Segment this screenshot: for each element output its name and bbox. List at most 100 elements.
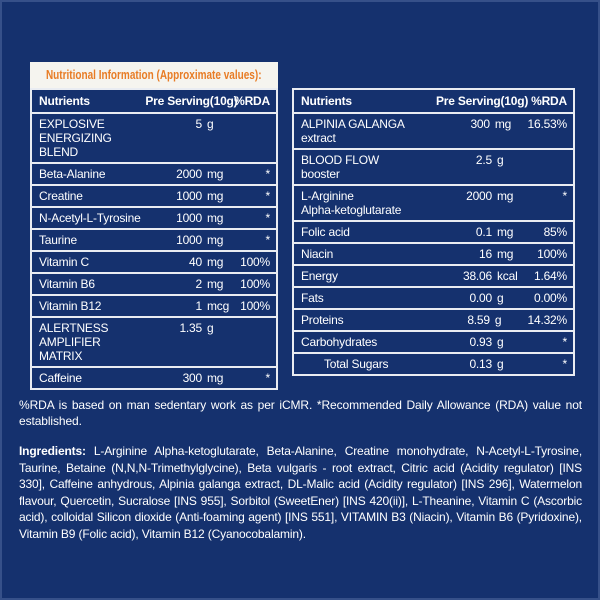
nutrient-unit: g — [207, 117, 214, 131]
nutrient-unit: g — [497, 335, 504, 349]
table-row: ALERTNESS AMPLIFIER MATRIX 1.35 g — [32, 316, 276, 366]
nutrient-unit: mg — [207, 277, 224, 291]
nutrient-amount: 2000 — [466, 189, 492, 203]
nutrient-unit: kcal — [497, 269, 518, 283]
rda-footnote: %RDA is based on man sedentary work as p… — [19, 398, 582, 428]
table-row: Caffeine 300 mg * — [32, 366, 276, 388]
nutrients-table-right: Nutrients Pre Serving(10g) %RDA ALPINIA GAL… — [292, 88, 575, 376]
header-nutrients: Nutrients — [39, 94, 90, 108]
nutrient-name: BLOOD FLOW booster — [301, 153, 380, 181]
table-row: Vitamin B6 2 mg 100% — [32, 272, 276, 294]
header-nutrients: Nutrients — [301, 94, 352, 108]
nutrient-unit: mg — [207, 189, 224, 203]
nutrient-name: EXPLOSIVE ENERGIZING BLEND — [39, 117, 112, 159]
header-rda: %RDA — [531, 94, 567, 108]
nutrient-name: Energy — [301, 269, 338, 283]
nutrient-unit: g — [497, 291, 504, 305]
nutrients-table-left: Nutrients Pre Serving(10g) %RDA EXPLOSIVE E… — [30, 88, 278, 390]
nutrient-amount: 0.93 — [469, 335, 492, 349]
nutrient-rda: 100% — [537, 247, 567, 261]
nutrient-rda: * — [562, 357, 568, 371]
table-row: ALPINIA GALANGA extract 300 mg 16.53% — [294, 112, 573, 148]
nutrient-unit: mg — [207, 371, 224, 385]
nutrient-name: Vitamin C — [39, 255, 89, 269]
table-row: Beta-Alanine 2000 mg * — [32, 162, 276, 184]
nutrient-amount: 8.59 — [467, 313, 490, 327]
nutrient-name: N-Acetyl-L-Tyrosine — [39, 211, 141, 225]
nutrient-rda: 100% — [240, 255, 270, 269]
nutrient-amount: 2.5 — [475, 153, 492, 167]
nutrient-name: Fats — [301, 291, 324, 305]
nutrient-amount: 40 — [189, 255, 202, 269]
nutrient-unit: mg — [207, 233, 224, 247]
table-row: N-Acetyl-L-Tyrosine 1000 mg * — [32, 206, 276, 228]
nutrient-unit: mcg — [207, 299, 230, 313]
nutrient-rda: * — [265, 189, 271, 203]
nutrient-unit: mg — [207, 167, 224, 181]
nutrient-amount: 5 — [195, 117, 203, 131]
table-row: L-Arginine Alpha-ketoglutarate 2000 mg * — [294, 184, 573, 220]
nutrient-rda: * — [562, 335, 568, 349]
nutrient-name: Folic acid — [301, 225, 350, 239]
ingredients-paragraph: Ingredients: L-Arginine Alpha-ketoglutar… — [19, 443, 582, 543]
nutrient-name: Proteins — [301, 313, 344, 327]
nutrient-name: Vitamin B12 — [39, 299, 102, 313]
nutrient-unit: mg — [497, 247, 514, 261]
nutrient-amount: 2000 — [176, 167, 202, 181]
nutritional-info-title: Nutritional Information (Approximate val… — [46, 68, 262, 82]
nutrient-name: Niacin — [301, 247, 334, 261]
nutrient-name: Creatine — [39, 189, 83, 203]
table-row: Total Sugars 0.13 g * — [294, 352, 573, 374]
nutrient-rda: 0.00% — [533, 291, 567, 305]
table-row: Niacin 16 mg 100% — [294, 242, 573, 264]
nutrient-rda: * — [265, 211, 271, 225]
header-rda: %RDA — [234, 94, 270, 108]
nutrient-name: Total Sugars — [324, 357, 389, 371]
nutrient-unit: g — [497, 357, 504, 371]
nutrient-unit: mg — [497, 225, 514, 239]
nutrient-rda: 14.32% — [527, 313, 568, 327]
nutrient-unit: g — [494, 313, 502, 327]
nutrient-rda: 100% — [240, 299, 270, 313]
nutrient-unit: mg — [207, 211, 224, 225]
table-header-row: Nutrients Pre Serving(10g) %RDA — [294, 90, 573, 112]
nutrient-amount: 1 — [195, 299, 203, 313]
nutrient-amount: 0.00 — [469, 291, 492, 305]
nutrient-unit: g — [497, 153, 504, 167]
nutrient-name: Caffeine — [39, 371, 82, 385]
nutrient-rda: * — [265, 167, 271, 181]
nutrient-rda: * — [265, 233, 271, 247]
ingredients-label: Ingredients: — [19, 444, 86, 458]
nutrient-amount: 16 — [479, 247, 492, 261]
nutrient-rda: 100% — [240, 277, 270, 291]
nutrient-amount: 1000 — [176, 211, 202, 225]
nutrient-name: ALPINIA GALANGA extract — [301, 117, 405, 145]
nutrient-amount: 1000 — [176, 189, 202, 203]
table-row: Folic acid 0.1 mg 85% — [294, 220, 573, 242]
nutrient-unit: mg — [494, 117, 512, 131]
table-row: Vitamin B12 1 mcg 100% — [32, 294, 276, 316]
table-row: Fats 0.00 g 0.00% — [294, 286, 573, 308]
nutrient-rda: 16.53% — [527, 117, 568, 131]
table-row: Creatine 1000 mg * — [32, 184, 276, 206]
nutrient-amount: 2 — [195, 277, 203, 291]
table-row: Energy 38.06 kcal 1.64% — [294, 264, 573, 286]
nutrient-amount: 300 — [470, 117, 490, 131]
header-serving: Pre Serving(10g) — [145, 94, 238, 108]
nutritional-info-banner: Nutritional Information (Approximate val… — [30, 62, 278, 88]
nutrient-rda: 85% — [543, 225, 568, 239]
table-row: Carbohydrates 0.93 g * — [294, 330, 573, 352]
nutrient-amount: 1000 — [176, 233, 202, 247]
nutrient-name: Beta-Alanine — [39, 167, 106, 181]
nutrient-unit: mg — [497, 189, 514, 203]
table-row: EXPLOSIVE ENERGIZING BLEND 5 g — [32, 112, 276, 162]
table-row: BLOOD FLOW booster 2.5 g — [294, 148, 573, 184]
nutrient-unit: mg — [207, 255, 224, 269]
nutrient-amount: 1.35 — [179, 321, 202, 335]
nutrient-name: Taurine — [39, 233, 77, 247]
nutrient-name: L-Arginine Alpha-ketoglutarate — [301, 189, 402, 217]
table-row: Vitamin C 40 mg 100% — [32, 250, 276, 272]
header-serving: Pre Serving(10g) — [436, 94, 529, 108]
nutrient-name: Carbohydrates — [301, 335, 378, 349]
